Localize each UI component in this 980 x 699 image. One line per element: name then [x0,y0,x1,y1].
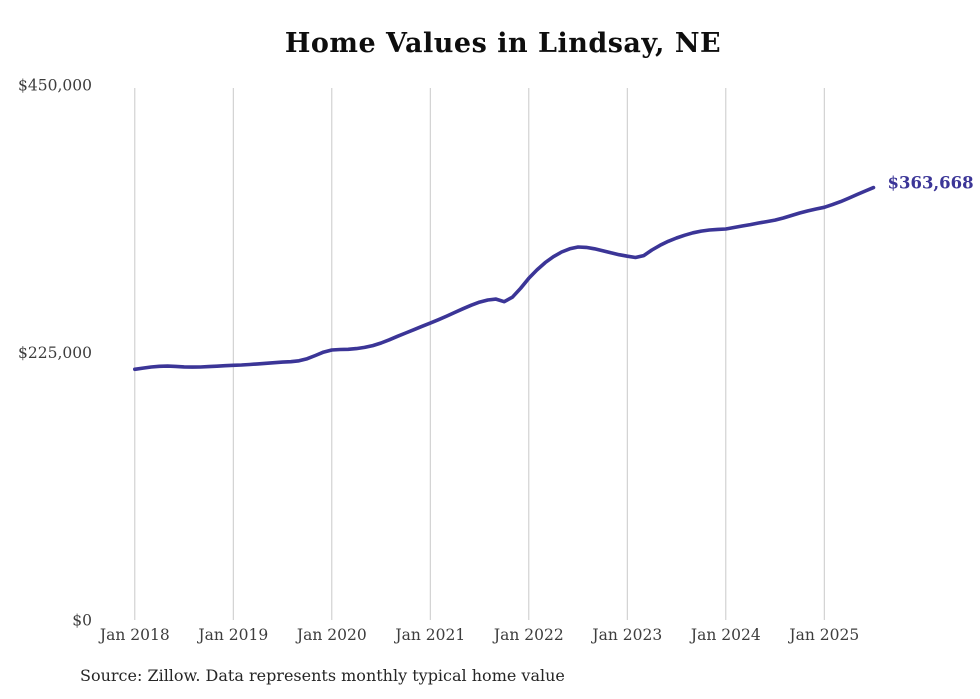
x-tick-label: Jan 2025 [787,626,859,644]
x-tick-label: Jan 2021 [393,626,465,644]
x-tick-label: Jan 2022 [492,626,564,644]
x-tick-label: Jan 2023 [590,626,662,644]
y-tick-label: $0 [72,612,92,630]
x-tick-label: Jan 2020 [295,626,367,644]
x-tick-label: Jan 2019 [196,626,268,644]
home-value-line [133,185,876,372]
chart-title: Home Values in Lindsay, NE [284,28,722,59]
source-note: Source: Zillow. Data represents monthly … [80,666,565,685]
x-tick-label: Jan 2024 [689,626,761,644]
y-tick-label: $225,000 [18,344,92,362]
y-tick-label: $450,000 [18,77,92,95]
x-tick-label: Jan 2018 [98,626,170,644]
end-value-label: $363,668 [888,174,974,193]
